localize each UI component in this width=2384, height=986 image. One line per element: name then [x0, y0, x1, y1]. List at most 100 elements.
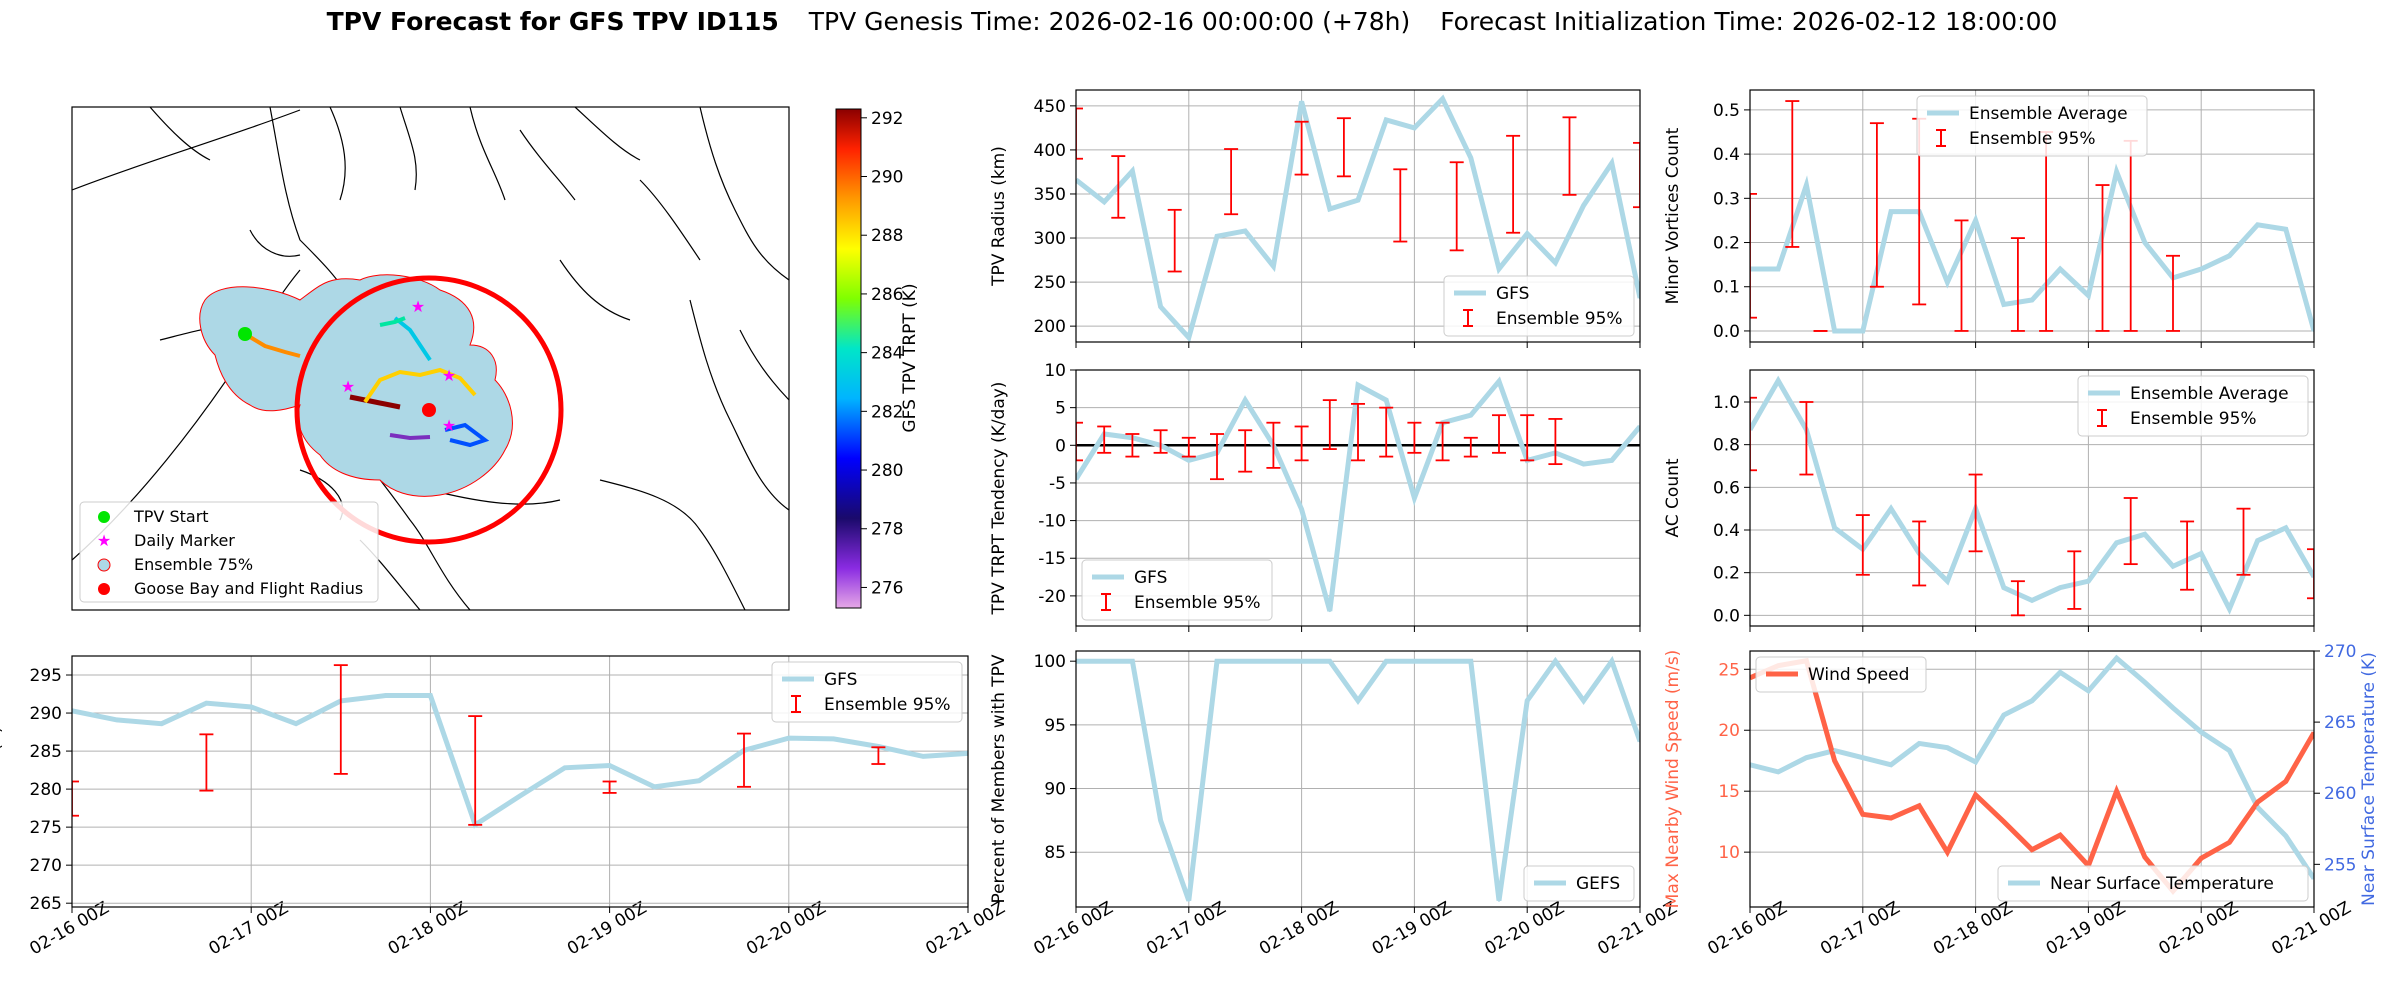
percent-ytick-label-0: 85	[1044, 843, 1066, 863]
legend-goosebay-icon	[98, 583, 110, 595]
minor-point-10	[2030, 298, 2034, 302]
wind-point-3	[1833, 759, 1836, 762]
radius-point-11	[1385, 118, 1388, 122]
wind_temp-legend-label-0: Wind Speed	[1808, 665, 1909, 685]
tpv-track-seg-2	[349, 394, 401, 410]
minor-point-11	[2059, 267, 2062, 271]
wind_temp-ytick-right-label-1: 260	[2324, 784, 2356, 804]
ac-point-18	[2256, 539, 2259, 542]
trpt-ytick-label-6: 295	[30, 666, 62, 686]
percent-plot	[1076, 655, 1640, 902]
tendency-legend-label-0: GFS	[1134, 568, 1167, 588]
charts-layer: 02-16 00Z 02-17 00Z 02-18 00Z 02-19 00Z 02-2…	[0, 89, 2379, 959]
ac-ytick-label-4: 0.8	[1713, 436, 1740, 456]
wind_temp-ytick-label-1: 15	[1718, 782, 1740, 802]
wind-point-13	[2115, 789, 2118, 793]
daily-marker-1: ★	[341, 377, 355, 396]
ac-ytick-label-5: 1.0	[1713, 393, 1740, 413]
ac-point-12	[2087, 580, 2090, 583]
tendency-ytick-label-2: -10	[1038, 512, 1066, 532]
colorbar-ticks: 276 278 280 282 284 286 288 290 292	[861, 109, 903, 598]
wind_temp-legend-box	[1755, 656, 1927, 693]
radius-point-10	[1356, 198, 1360, 202]
daily-marker-2: ★	[411, 297, 425, 316]
colorbar-tick-label-6: 288	[871, 226, 903, 246]
trpt-ytick-label-3: 280	[30, 780, 62, 800]
wind-point-10	[2030, 848, 2034, 851]
minor-point-14	[2143, 241, 2146, 244]
legend-star-icon: ★	[97, 531, 111, 550]
colorbar-tick-label-4: 284	[871, 344, 903, 364]
radius-point-16	[1526, 232, 1529, 235]
percent-point-7	[1272, 659, 1275, 663]
radius-point-17	[1554, 261, 1557, 264]
wind_temp-ylabel-right: Near Surface Temperature (K)	[2359, 652, 2379, 906]
wind-point-4	[1861, 813, 1865, 816]
radius-ytick-label-0: 200	[1034, 317, 1066, 337]
minor-legend: Ensemble Average Ensemble 95%	[1916, 95, 2148, 157]
radius-point-7	[1272, 265, 1275, 268]
percent-point-13	[1441, 659, 1444, 663]
minor-ytick-label-1: 0.1	[1713, 278, 1740, 298]
minor-point-9	[2002, 303, 2006, 306]
ac-point-13	[2115, 541, 2118, 544]
radius-point-13	[1441, 97, 1444, 101]
percent-ytick-label-3: 100	[1034, 652, 1066, 672]
percent-point-10	[1356, 699, 1360, 702]
tpv-track-seg-7	[379, 316, 406, 327]
minor-series-line	[1750, 163, 2314, 334]
temp-point-10	[2030, 699, 2034, 702]
temp-point-14	[2143, 681, 2146, 684]
wind-point-7	[1946, 850, 1949, 854]
percent-point-17	[1554, 659, 1557, 663]
minor-point-19	[2284, 228, 2287, 231]
wind_temp-frame	[1749, 650, 2315, 908]
radius-point-9	[1328, 207, 1332, 211]
wind-point-5	[1889, 816, 1893, 820]
wind-point-17	[2228, 841, 2231, 844]
ac-plot	[1750, 375, 2314, 617]
tendency-point-10	[1356, 383, 1360, 387]
radius-ylabel: TPV Radius (km)	[989, 146, 1009, 287]
legend-ensemble-icon	[97, 558, 111, 572]
temp-point-9	[2002, 713, 2006, 717]
map-content: ★ ★ ★ ★	[72, 107, 789, 610]
radius-ytick-label-4: 400	[1034, 141, 1066, 161]
ac-legend-label-1: Ensemble 95%	[2130, 409, 2257, 429]
tendency-chart: -20 -15 -10 -5 0 5 10 TPV TRPT Tendency (K/day)…	[989, 361, 1641, 632]
wind_temp-legend: Wind Speed	[1755, 656, 1927, 693]
map-legend: TPV Start ★ Daily Marker Ensemble 75% Go…	[79, 501, 379, 603]
figure-title: TPV Forecast for GFS TPV ID115 TPV Genes…	[327, 7, 2058, 36]
trpt-point-10	[518, 794, 522, 798]
temp-point-3	[1833, 749, 1836, 752]
tendency-point-6	[1244, 398, 1247, 402]
temp-point-2	[1805, 756, 1808, 759]
ac-point-19	[2284, 526, 2287, 530]
trpt-ytick-label-4: 285	[30, 742, 62, 762]
percent-chart: 02-16 00Z 02-17 00Z 02-18 00Z 02-19 00Z 02-2…	[989, 650, 1681, 959]
minor-ytick-label-3: 0.3	[1713, 189, 1740, 209]
percent-ytick-label-1: 90	[1044, 780, 1066, 800]
wind_temp-chart: 02-16 00Z 02-17 00Z 02-18 00Z 02-19 00Z 02-2…	[1663, 642, 2379, 959]
radius-point-14	[1469, 156, 1473, 160]
ac-point-1	[1777, 379, 1780, 382]
minor-point-13	[2115, 170, 2118, 173]
map-legend-3: Goose Bay and Flight Radius	[134, 579, 363, 598]
percent-point-5	[1215, 659, 1219, 663]
radius-point-4	[1187, 336, 1191, 339]
tendency-plot	[1076, 376, 1640, 613]
wind-point-9	[2002, 820, 2006, 823]
ac-ytick-label-3: 0.6	[1713, 478, 1740, 498]
ac-point-15	[2171, 565, 2175, 568]
wind_temp-ytick-label-2: 20	[1718, 721, 1740, 741]
radius-ytick-label-3: 350	[1034, 185, 1066, 205]
ac-ylabel: AC Count	[1663, 458, 1683, 537]
radius-frame	[1075, 89, 1641, 343]
ac-point-7	[1946, 580, 1949, 583]
title-init: Forecast Initialization Time: 2026-02-12…	[1440, 7, 2057, 36]
tpv-start-marker	[238, 327, 252, 341]
temp-point-15	[2171, 706, 2175, 710]
minor-point-3	[1833, 329, 1836, 333]
trpt-ylabel: TPV TRPT (K)	[0, 726, 5, 837]
